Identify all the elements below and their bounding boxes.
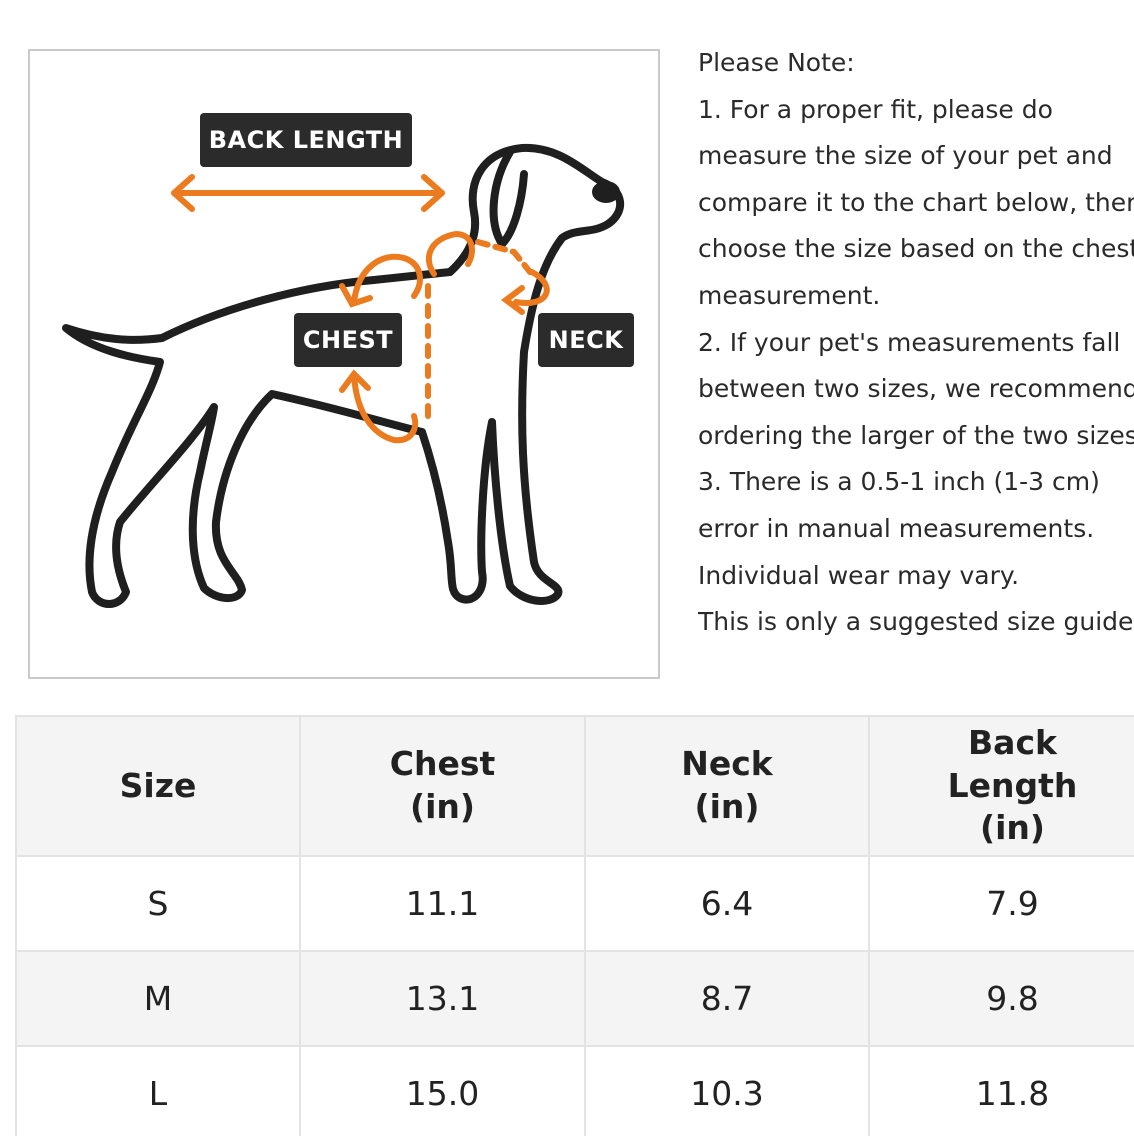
cell-chest: 11.1 <box>299 855 586 952</box>
dog-nose <box>592 181 620 203</box>
note-line: 3. There is a 0.5-1 inch (1-3 cm) <box>698 467 1100 497</box>
cell-size: L <box>15 1045 301 1136</box>
table-row: S 11.1 6.4 7.9 <box>15 855 1134 952</box>
back-length-tag: BACK LENGTH <box>200 113 412 167</box>
back-length-arrow <box>171 174 445 212</box>
note-line: This is only a suggested size guide. <box>698 607 1134 637</box>
note-heading: Please Note: <box>698 48 855 77</box>
cell-back-length: 7.9 <box>868 855 1134 952</box>
header-neck: Neck (in) <box>584 715 870 857</box>
note-line: 1. For a proper fit, please do <box>698 94 1053 124</box>
table-row: L 15.0 10.3 11.8 <box>15 1045 1134 1136</box>
cell-chest: 13.1 <box>299 950 586 1047</box>
size-note: Please Note: 1. For a proper fit, please… <box>698 40 1134 652</box>
dog-silhouette-icon <box>62 143 625 608</box>
header-unit: (in) <box>980 808 1045 848</box>
header-line: Length <box>947 765 1078 805</box>
neck-tag: NECK <box>538 313 634 367</box>
table-header-row: Size Chest (in) Neck (in) Back Length (i… <box>15 715 1134 857</box>
header-unit: (in) <box>410 787 475 826</box>
note-line: 2. If your pet's measurements fall <box>698 327 1121 357</box>
measurement-illustration: BACK LENGTH CHEST NECK <box>28 49 660 679</box>
dog-ear-outline <box>489 148 528 251</box>
header-line: Size <box>119 765 197 805</box>
header-back-length: Back Length (in) <box>868 715 1134 857</box>
chest-tag: CHEST <box>294 313 402 367</box>
header-chest: Chest (in) <box>299 715 586 857</box>
table-row: M 13.1 8.7 9.8 <box>15 950 1134 1047</box>
note-line: error in manual measurements. <box>698 513 1095 543</box>
note-line: compare it to the chart below, then <box>698 187 1134 217</box>
dog-body-outline <box>62 143 625 608</box>
cell-chest: 15.0 <box>299 1045 586 1136</box>
header-size: Size <box>15 715 301 857</box>
header-line: Chest <box>389 744 496 784</box>
cell-neck: 6.4 <box>584 855 870 952</box>
chest-measure-loop <box>339 253 431 444</box>
cell-size: M <box>15 950 301 1047</box>
size-chart-table: Size Chest (in) Neck (in) Back Length (i… <box>15 715 1134 1136</box>
note-line: Individual wear may vary. <box>698 560 1020 590</box>
note-line: between two sizes, we recommend <box>698 374 1134 404</box>
cell-back-length: 11.8 <box>868 1045 1134 1136</box>
note-line: measurement. <box>698 280 881 310</box>
note-line: choose the size based on the chest <box>698 234 1134 264</box>
header-line: Back <box>968 722 1057 762</box>
cell-neck: 8.7 <box>584 950 870 1047</box>
note-line: ordering the larger of the two sizes. <box>698 420 1134 450</box>
header-line: Neck <box>681 744 773 784</box>
header-unit: (in) <box>694 787 760 826</box>
cell-neck: 10.3 <box>584 1045 870 1136</box>
cell-size: S <box>15 855 301 952</box>
cell-back-length: 9.8 <box>868 950 1134 1047</box>
note-line: measure the size of your pet and <box>698 141 1113 171</box>
neck-measure-loop <box>426 230 550 315</box>
